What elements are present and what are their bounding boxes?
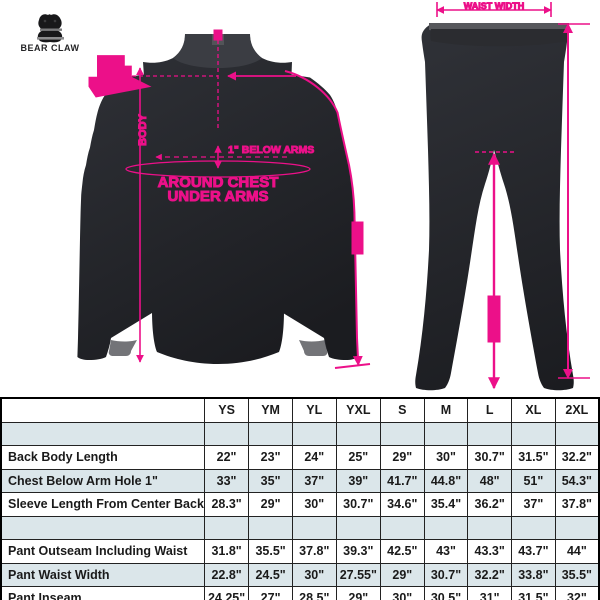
svg-text:WAIST WIDTH: WAIST WIDTH xyxy=(464,1,525,11)
svg-text:UNDER ARMS: UNDER ARMS xyxy=(167,188,268,205)
svg-text:BODY: BODY xyxy=(137,113,149,145)
svg-text:1" BELOW ARMS: 1" BELOW ARMS xyxy=(228,144,314,156)
